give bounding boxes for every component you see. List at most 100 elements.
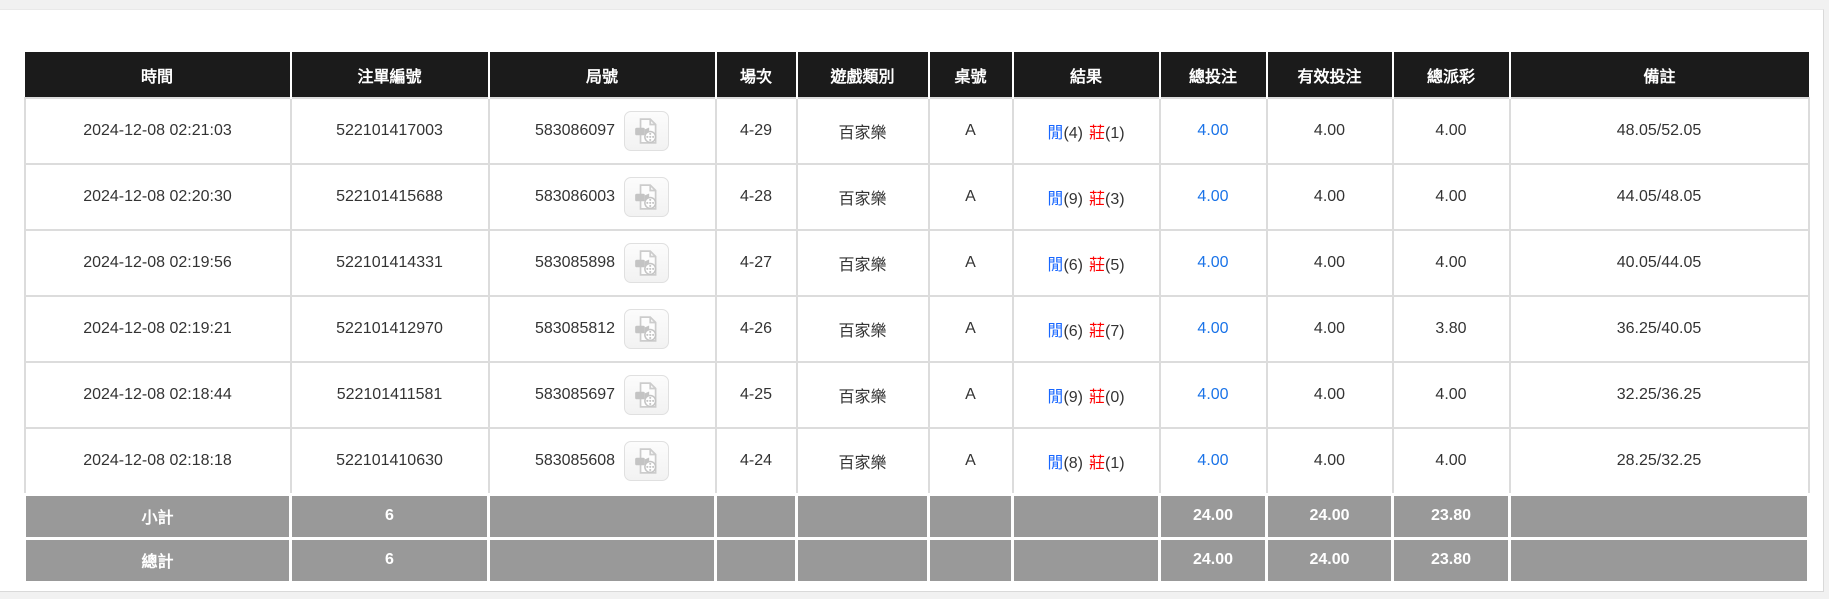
cell-result: 閒(8) 莊(1) <box>1011 427 1161 495</box>
cell-game-type: 百家樂 <box>795 427 930 495</box>
cell-valid-bet: 4.00 <box>1265 295 1394 363</box>
cell-game-type: 百家樂 <box>795 97 930 165</box>
column-header-valid-bet: 有效投注 <box>1266 52 1394 98</box>
video-replay-button[interactable] <box>624 111 670 151</box>
cell-payout: 4.00 <box>1391 361 1511 429</box>
table-row: 2024-12-08 02:19:21 522101412970 5830858… <box>23 295 1810 363</box>
cell-remark: 36.25/40.05 <box>1508 295 1810 363</box>
cell-table-no: A <box>927 361 1014 429</box>
cell-total-bet: 4.00 <box>1158 295 1268 363</box>
cell-session: 4-28 <box>714 163 798 231</box>
round-number: 583086003 <box>534 188 616 205</box>
summary-count-cell: 6 <box>289 536 490 584</box>
cell-payout: 4.00 <box>1391 229 1511 297</box>
summary-total-bet-cell: 24.00 <box>1158 492 1268 540</box>
round-number: 583085898 <box>534 254 616 271</box>
column-header-payout: 總派彩 <box>1392 52 1511 98</box>
cell-session: 4-25 <box>714 361 798 429</box>
cell-result: 閒(4) 莊(1) <box>1011 97 1161 165</box>
summary-count-cell: 6 <box>289 492 490 540</box>
column-header-result: 結果 <box>1012 52 1161 98</box>
video-file-icon <box>634 184 657 210</box>
summary-payout-cell: 23.80 <box>1391 492 1511 540</box>
content-panel: 時間 注單編號 局號 場次 遊戲類別 桌號 結果 總投注 有效投注 總派彩 備註… <box>0 9 1824 592</box>
cell-remark: 44.05/48.05 <box>1508 163 1810 231</box>
summary-label-cell: 小計 <box>23 492 292 540</box>
summary-valid-bet-cell: 24.00 <box>1265 492 1394 540</box>
total-bet-link[interactable]: 4.00 <box>1197 254 1229 271</box>
total-bet-link[interactable]: 4.00 <box>1197 122 1229 139</box>
banker-result-label: 莊 <box>1089 125 1106 142</box>
player-result-label: 閒 <box>1047 389 1064 406</box>
cell-total-bet: 4.00 <box>1158 427 1268 495</box>
header-row: 時間 注單編號 局號 場次 遊戲類別 桌號 結果 總投注 有效投注 總派彩 備註 <box>24 52 1809 98</box>
player-result-label: 閒 <box>1047 454 1064 472</box>
cell-result: 閒(9) 莊(0) <box>1011 361 1161 429</box>
video-replay-button[interactable] <box>624 243 670 283</box>
cell-remark: 32.25/36.25 <box>1508 361 1810 429</box>
cell-time: 2024-12-08 02:19:56 <box>23 229 292 297</box>
cell-payout: 4.00 <box>1391 427 1511 495</box>
total-bet-link[interactable]: 4.00 <box>1197 188 1229 205</box>
table-row: 2024-12-08 02:20:30 522101415688 5830860… <box>23 163 1810 231</box>
table-row: 2024-12-08 02:18:18 522101410630 5830856… <box>23 427 1810 495</box>
player-result-points: (4) <box>1063 125 1083 142</box>
cell-total-bet: 4.00 <box>1158 163 1268 231</box>
banker-result-label: 莊 <box>1089 191 1106 208</box>
table-header: 時間 注單編號 局號 場次 遊戲類別 桌號 結果 總投注 有效投注 總派彩 備註 <box>24 52 1809 98</box>
cell-remark: 28.25/32.25 <box>1508 427 1810 495</box>
video-replay-button[interactable] <box>624 309 670 349</box>
cell-table-no: A <box>927 295 1014 363</box>
cell-remark: 48.05/52.05 <box>1508 97 1810 165</box>
total-bet-link[interactable]: 4.00 <box>1197 386 1229 403</box>
table-summary: 小計 6 24.00 24.00 23.80 總計 6 24. <box>23 492 1810 584</box>
video-replay-button[interactable] <box>624 440 670 481</box>
video-file-icon <box>634 316 657 342</box>
summary-empty-cell <box>1011 492 1161 540</box>
cell-total-bet: 4.00 <box>1158 229 1268 297</box>
subtotal-row: 小計 6 24.00 24.00 23.80 <box>23 492 1810 540</box>
column-header-bet-id: 注單編號 <box>290 52 490 98</box>
cell-time: 2024-12-08 02:19:21 <box>23 295 292 363</box>
summary-empty-cell <box>714 492 798 540</box>
column-header-round-id: 局號 <box>488 52 717 98</box>
cell-session: 4-27 <box>714 229 798 297</box>
cell-time: 2024-12-08 02:18:44 <box>23 361 292 429</box>
table-row: 2024-12-08 02:18:44 522101411581 5830856… <box>23 361 1810 429</box>
banker-result-points: (5) <box>1105 257 1125 274</box>
video-file-icon <box>634 118 657 144</box>
column-header-game-type: 遊戲類別 <box>796 52 930 98</box>
cell-valid-bet: 4.00 <box>1265 361 1394 429</box>
round-number: 583085608 <box>534 451 616 469</box>
round-number: 583085697 <box>534 386 616 403</box>
total-bet-link[interactable]: 4.00 <box>1197 320 1229 337</box>
cell-payout: 4.00 <box>1391 97 1511 165</box>
summary-empty-cell <box>1011 536 1161 584</box>
cell-valid-bet: 4.00 <box>1265 163 1394 231</box>
banker-result-label: 莊 <box>1089 454 1106 472</box>
video-replay-button[interactable] <box>624 177 670 217</box>
cell-table-no: A <box>927 163 1014 231</box>
video-replay-button[interactable] <box>624 375 670 415</box>
cell-remark: 40.05/44.05 <box>1508 229 1810 297</box>
summary-empty-cell <box>927 536 1014 584</box>
summary-empty-cell <box>487 492 717 540</box>
summary-empty-cell <box>927 492 1014 540</box>
cell-session: 4-26 <box>714 295 798 363</box>
cell-round-id: 583086097 <box>487 97 717 165</box>
cell-valid-bet: 4.00 <box>1265 229 1394 297</box>
total-bet-link[interactable]: 4.00 <box>1197 451 1229 469</box>
cell-bet-id: 522101412970 <box>289 295 490 363</box>
cell-result: 閒(6) 莊(7) <box>1011 295 1161 363</box>
cell-round-id: 583086003 <box>487 163 717 231</box>
round-number: 583085812 <box>534 320 616 337</box>
table-row: 2024-12-08 02:21:03 522101417003 5830860… <box>23 97 1810 165</box>
column-header-time: 時間 <box>24 52 292 98</box>
cell-valid-bet: 4.00 <box>1265 97 1394 165</box>
player-result-label: 閒 <box>1047 257 1064 274</box>
cell-bet-id: 522101411581 <box>289 361 490 429</box>
column-header-total-bet: 總投注 <box>1159 52 1268 98</box>
table-body: 2024-12-08 02:21:03 522101417003 5830860… <box>23 97 1810 495</box>
player-result-label: 閒 <box>1047 191 1064 208</box>
summary-empty-cell <box>1508 492 1810 540</box>
